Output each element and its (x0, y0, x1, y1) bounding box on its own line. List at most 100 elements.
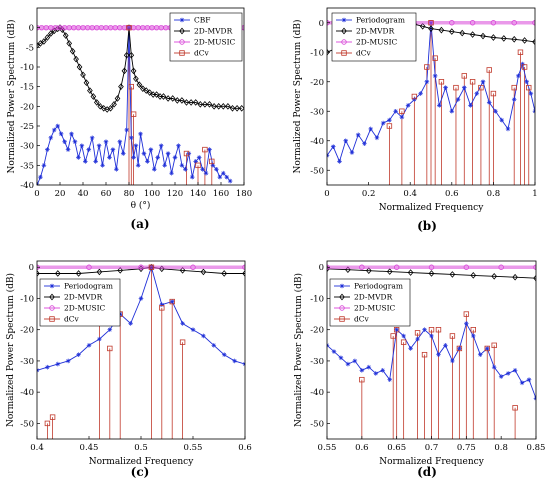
x-tick-label: 0.75 (457, 443, 476, 453)
data-point (54, 270, 61, 277)
data-point (387, 377, 392, 382)
data-point (97, 336, 102, 342)
x-tick-label: 0.5 (134, 443, 148, 453)
y-tick-label: -20 (310, 326, 324, 336)
data-point (45, 147, 50, 152)
data-point (490, 20, 497, 26)
data-point (69, 131, 74, 137)
data-point (183, 150, 190, 157)
data-point (195, 162, 201, 169)
data-point (337, 159, 342, 164)
data-point (126, 24, 132, 31)
data-point (41, 163, 47, 168)
chart-panel-2: 0 0.2 0.4 0.6 0.8 1 0 -10 -20 -30 -40 -50 Normalized… (292, 7, 538, 233)
data-point (141, 151, 147, 156)
data-point (477, 352, 483, 357)
y-tick-label: -40 (310, 137, 324, 147)
data-point (493, 108, 498, 114)
data-point (387, 117, 392, 123)
data-point (393, 108, 398, 114)
data-point (238, 104, 244, 112)
data-point (89, 135, 95, 141)
data-point (206, 101, 213, 108)
legend-entry: 2D-MUSIC (356, 38, 398, 47)
x-tick-label: 0.55 (184, 443, 203, 453)
data-point (448, 28, 455, 35)
data-point (457, 346, 462, 351)
data-point (463, 311, 470, 317)
data-point (242, 270, 245, 277)
data-point (145, 159, 150, 164)
x-tick-label: 0.8 (494, 443, 508, 453)
data-point (419, 22, 426, 30)
data-point (48, 135, 54, 141)
chart-panel-3: 0.4 0.45 0.5 0.55 0.6 0 -10 -20 -30 -40 -50 Normali… (5, 260, 252, 479)
data-point (169, 299, 175, 304)
data-point (327, 48, 330, 56)
data-point (422, 327, 427, 333)
data-point (455, 97, 461, 102)
data-point (421, 351, 428, 358)
data-point (443, 343, 448, 348)
legend-marker (339, 293, 345, 301)
x-tick-label: 100 (144, 189, 160, 199)
data-point (405, 103, 411, 108)
data-point (533, 274, 536, 282)
panel-caption: (a) (130, 217, 149, 231)
series-2d-music (37, 264, 245, 270)
data-point (62, 139, 67, 145)
data-point (532, 38, 535, 46)
x-axis-label: θ (°) (131, 200, 151, 211)
data-point (428, 327, 435, 333)
data-point (520, 61, 525, 67)
data-point (209, 158, 215, 165)
data-point (511, 84, 517, 91)
legend-entry: dCv (64, 315, 80, 324)
legend-marker (49, 283, 55, 289)
data-point (188, 99, 194, 106)
data-point (459, 29, 466, 37)
data-point (117, 267, 124, 274)
data-point (478, 84, 484, 91)
y-tick-label: -40 (310, 388, 324, 398)
data-point (224, 174, 230, 180)
data-point (121, 67, 128, 75)
y-tick-label: -20 (20, 326, 34, 336)
data-point (201, 333, 206, 339)
x-tick-label: 20 (55, 189, 66, 199)
data-point (96, 268, 103, 276)
x-tick-label: 180 (236, 189, 252, 199)
data-point (386, 123, 393, 129)
data-point (408, 346, 413, 351)
legend-marker (341, 27, 347, 35)
data-point (44, 34, 51, 41)
data-point (103, 139, 109, 145)
data-point (110, 147, 116, 152)
data-point (86, 147, 92, 152)
data-point (203, 170, 209, 176)
y-tick-label: -10 (20, 294, 34, 304)
data-point (133, 143, 139, 148)
data-point (432, 55, 438, 61)
data-point (424, 64, 430, 70)
plot-frame (326, 7, 536, 186)
data-point (210, 163, 216, 168)
data-point (498, 374, 504, 379)
data-point (359, 376, 365, 383)
data-point (38, 174, 43, 180)
legend-entry: dCv (194, 49, 210, 58)
y-tick-label: -10 (20, 63, 34, 73)
x-tick-label: 80 (124, 189, 135, 199)
data-point (428, 20, 434, 26)
data-point (469, 31, 476, 38)
x-axis-label: Normalized Frequency (379, 203, 485, 213)
y-tick-label: -50 (310, 419, 324, 429)
data-point (138, 131, 143, 137)
x-tick-label: 0.85 (527, 443, 546, 453)
data-point (183, 166, 188, 172)
data-point (202, 146, 208, 153)
legend-marker (339, 283, 345, 289)
data-point (373, 371, 379, 376)
